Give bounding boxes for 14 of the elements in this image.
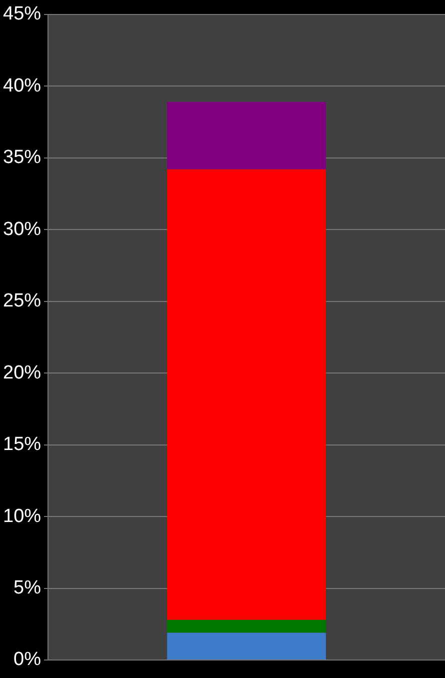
y-tick-label: 5% — [14, 578, 42, 598]
y-tick-label: 10% — [2, 506, 42, 527]
y-tick-label: 35% — [2, 147, 42, 168]
bar — [167, 620, 326, 633]
y-tick-label: 25% — [2, 290, 42, 312]
bar — [167, 169, 326, 620]
y-tick-label: 30% — [2, 218, 42, 240]
bar — [167, 102, 326, 170]
y-tick-label: 45% — [2, 4, 42, 25]
y-tick-label: 15% — [2, 434, 42, 456]
y-tick-label: 20% — [2, 362, 42, 384]
y-tick-label: 40% — [2, 75, 42, 96]
bar — [167, 632, 326, 660]
y-tick-label: 0% — [14, 649, 42, 670]
